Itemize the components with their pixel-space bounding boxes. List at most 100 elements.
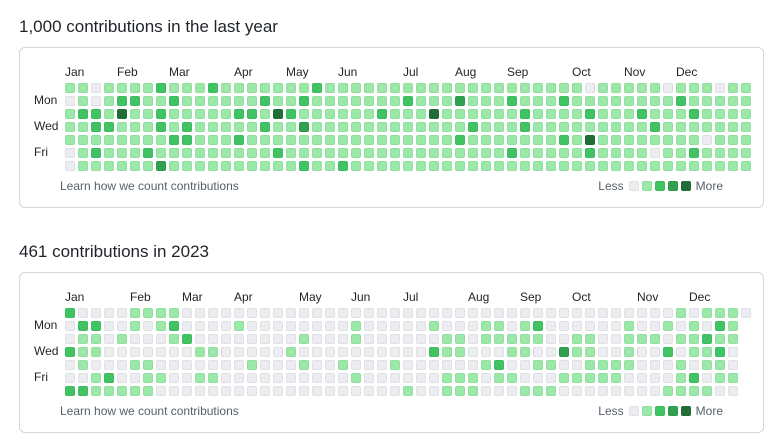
contribution-day-cell[interactable] [533, 321, 543, 331]
contribution-day-cell[interactable] [156, 321, 166, 331]
contribution-day-cell[interactable] [416, 386, 426, 396]
contribution-day-cell[interactable] [299, 122, 309, 132]
contribution-day-cell[interactable] [741, 122, 751, 132]
contribution-day-cell[interactable] [338, 135, 348, 145]
contribution-day-cell[interactable] [585, 96, 595, 106]
contribution-day-cell[interactable] [481, 161, 491, 171]
contribution-day-cell[interactable] [221, 360, 231, 370]
contribution-day-cell[interactable] [364, 334, 374, 344]
contribution-day-cell[interactable] [481, 308, 491, 318]
contribution-day-cell[interactable] [273, 135, 283, 145]
contribution-day-cell[interactable] [728, 96, 738, 106]
contribution-day-cell[interactable] [624, 83, 634, 93]
contribution-day-cell[interactable] [377, 347, 387, 357]
contribution-day-cell[interactable] [390, 308, 400, 318]
contribution-day-cell[interactable] [702, 347, 712, 357]
contribution-day-cell[interactable] [234, 360, 244, 370]
contribution-day-cell[interactable] [741, 161, 751, 171]
contribution-day-cell[interactable] [455, 109, 465, 119]
contribution-day-cell[interactable] [130, 96, 140, 106]
contribution-day-cell[interactable] [273, 347, 283, 357]
contribution-day-cell[interactable] [481, 334, 491, 344]
contribution-day-cell[interactable] [403, 347, 413, 357]
contribution-day-cell[interactable] [663, 96, 673, 106]
contribution-day-cell[interactable] [338, 360, 348, 370]
contribution-day-cell[interactable] [494, 308, 504, 318]
contribution-day-cell[interactable] [104, 308, 114, 318]
contribution-day-cell[interactable] [221, 308, 231, 318]
contribution-day-cell[interactable] [156, 96, 166, 106]
contribution-day-cell[interactable] [65, 96, 75, 106]
contribution-day-cell[interactable] [260, 161, 270, 171]
contribution-day-cell[interactable] [676, 373, 686, 383]
contribution-day-cell[interactable] [520, 321, 530, 331]
contribution-day-cell[interactable] [676, 109, 686, 119]
contribution-day-cell[interactable] [637, 148, 647, 158]
contribution-day-cell[interactable] [169, 122, 179, 132]
contribution-day-cell[interactable] [312, 96, 322, 106]
contribution-day-cell[interactable] [533, 308, 543, 318]
contribution-day-cell[interactable] [104, 386, 114, 396]
contribution-day-cell[interactable] [611, 135, 621, 145]
contribution-day-cell[interactable] [208, 347, 218, 357]
contribution-day-cell[interactable] [91, 122, 101, 132]
contribution-day-cell[interactable] [182, 135, 192, 145]
contribution-day-cell[interactable] [312, 148, 322, 158]
contribution-day-cell[interactable] [130, 109, 140, 119]
contribution-day-cell[interactable] [247, 308, 257, 318]
contribution-day-cell[interactable] [182, 122, 192, 132]
contribution-day-cell[interactable] [689, 334, 699, 344]
contribution-day-cell[interactable] [325, 373, 335, 383]
contribution-day-cell[interactable] [78, 347, 88, 357]
contribution-day-cell[interactable] [507, 148, 517, 158]
contribution-day-cell[interactable] [650, 148, 660, 158]
contribution-day-cell[interactable] [182, 386, 192, 396]
contribution-day-cell[interactable] [403, 161, 413, 171]
contribution-day-cell[interactable] [104, 373, 114, 383]
contribution-day-cell[interactable] [520, 373, 530, 383]
contribution-day-cell[interactable] [195, 308, 205, 318]
contribution-day-cell[interactable] [78, 161, 88, 171]
contribution-day-cell[interactable] [182, 83, 192, 93]
contribution-day-cell[interactable] [676, 135, 686, 145]
contribution-day-cell[interactable] [338, 83, 348, 93]
contribution-day-cell[interactable] [286, 334, 296, 344]
contribution-day-cell[interactable] [650, 373, 660, 383]
contribution-day-cell[interactable] [260, 148, 270, 158]
contribution-day-cell[interactable] [182, 308, 192, 318]
contribution-day-cell[interactable] [728, 148, 738, 158]
contribution-day-cell[interactable] [312, 161, 322, 171]
contribution-day-cell[interactable] [585, 321, 595, 331]
contribution-day-cell[interactable] [468, 135, 478, 145]
contribution-day-cell[interactable] [520, 83, 530, 93]
contribution-day-cell[interactable] [377, 135, 387, 145]
contribution-day-cell[interactable] [221, 334, 231, 344]
contribution-day-cell[interactable] [351, 334, 361, 344]
contribution-day-cell[interactable] [169, 321, 179, 331]
contribution-day-cell[interactable] [585, 334, 595, 344]
learn-count-contributions-link[interactable]: Learn how we count contributions [60, 179, 239, 193]
contribution-day-cell[interactable] [676, 386, 686, 396]
contribution-day-cell[interactable] [221, 347, 231, 357]
contribution-day-cell[interactable] [91, 109, 101, 119]
contribution-day-cell[interactable] [663, 321, 673, 331]
contribution-day-cell[interactable] [546, 373, 556, 383]
contribution-day-cell[interactable] [598, 109, 608, 119]
contribution-day-cell[interactable] [559, 386, 569, 396]
contribution-day-cell[interactable] [364, 96, 374, 106]
contribution-day-cell[interactable] [520, 360, 530, 370]
contribution-day-cell[interactable] [338, 373, 348, 383]
contribution-day-cell[interactable] [247, 360, 257, 370]
contribution-day-cell[interactable] [286, 96, 296, 106]
contribution-day-cell[interactable] [507, 347, 517, 357]
contribution-day-cell[interactable] [546, 161, 556, 171]
contribution-day-cell[interactable] [481, 360, 491, 370]
contribution-day-cell[interactable] [78, 122, 88, 132]
contribution-day-cell[interactable] [195, 373, 205, 383]
contribution-day-cell[interactable] [416, 109, 426, 119]
contribution-day-cell[interactable] [455, 373, 465, 383]
contribution-day-cell[interactable] [299, 334, 309, 344]
contribution-day-cell[interactable] [546, 148, 556, 158]
contribution-day-cell[interactable] [689, 148, 699, 158]
contribution-day-cell[interactable] [195, 334, 205, 344]
